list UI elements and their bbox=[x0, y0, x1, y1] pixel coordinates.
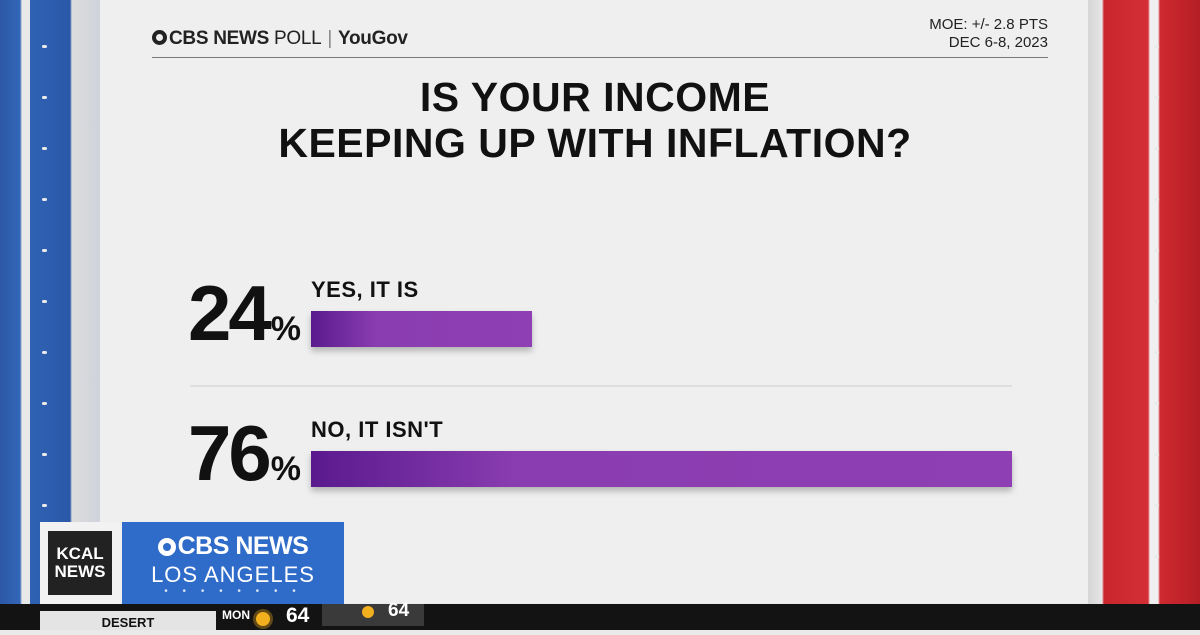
stripe-dot bbox=[1154, 198, 1159, 201]
network-line-2: LOS ANGELES bbox=[151, 562, 315, 587]
stripe-dot bbox=[1154, 555, 1159, 558]
chart-title-line-1: IS YOUR INCOME bbox=[419, 74, 771, 120]
stripe-dot bbox=[42, 300, 47, 303]
category-label: NO, IT ISN'T bbox=[311, 417, 444, 442]
stripe-dot bbox=[42, 453, 47, 456]
ticker-temp-2: 64 bbox=[388, 600, 410, 621]
network-dots: • • • • • • • • bbox=[164, 586, 302, 597]
stripe-dot bbox=[1154, 351, 1159, 354]
brand-separator: | bbox=[327, 28, 333, 49]
value-number: 24 bbox=[188, 269, 272, 357]
brand-cbs: CBS NEWS bbox=[169, 28, 269, 49]
stripe-dot bbox=[1154, 300, 1159, 303]
poll-panel bbox=[100, 0, 1088, 603]
poll-meta: MOE: +/- 2.8 PTS DEC 6-8, 2023 bbox=[929, 16, 1048, 52]
stripe-dot bbox=[42, 402, 47, 405]
sun-icon bbox=[256, 612, 270, 626]
right-decorative-stripes bbox=[1088, 0, 1200, 630]
stripe-dot bbox=[42, 504, 47, 507]
cbs-eye-icon bbox=[152, 30, 167, 45]
cbs-eye-icon-white bbox=[157, 538, 176, 556]
value-number: 76 bbox=[188, 409, 272, 497]
row-divider bbox=[190, 385, 1012, 387]
value-unit: % bbox=[270, 310, 301, 348]
value-label: 76% bbox=[188, 408, 301, 499]
stripe-dot bbox=[1154, 249, 1159, 252]
stripe-dot bbox=[42, 351, 47, 354]
brand-poll: POLL bbox=[273, 28, 322, 49]
cbs-la-logo: CBS NEWS LOS ANGELES • • • • • • • • bbox=[122, 522, 344, 604]
margin-of-error: MOE: +/- 2.8 PTS bbox=[929, 16, 1048, 33]
stripe-dot bbox=[1154, 45, 1159, 48]
network-line-1: CBS NEWS bbox=[177, 532, 309, 560]
stripe-dot bbox=[42, 96, 47, 99]
header-rule bbox=[152, 57, 1048, 58]
ticker-temp: 64 bbox=[286, 604, 310, 627]
chart-title-line-2: KEEPING UP WITH INFLATION? bbox=[278, 120, 912, 166]
stripe-dot bbox=[42, 249, 47, 252]
stripe-dot bbox=[1154, 453, 1159, 456]
poll-brand: CBS NEWS POLL | YouGov bbox=[152, 28, 408, 50]
ticker-day: MON bbox=[222, 608, 250, 622]
chart-title: IS YOUR INCOME KEEPING UP WITH INFLATION… bbox=[150, 74, 1040, 166]
stripe-dot bbox=[1154, 96, 1159, 99]
stripe-dot bbox=[42, 45, 47, 48]
bar bbox=[311, 451, 1012, 487]
ticker-location: DESERT bbox=[40, 611, 216, 630]
value-label: 24% bbox=[188, 268, 301, 359]
stripe-dot bbox=[42, 147, 47, 150]
poll-dates: DEC 6-8, 2023 bbox=[948, 34, 1048, 51]
brand-yougov: YouGov bbox=[338, 28, 408, 49]
kcal-logo: KCAL NEWS bbox=[40, 522, 120, 604]
category-label: YES, IT IS bbox=[311, 277, 419, 302]
kcal-logo-line-1: KCAL bbox=[56, 544, 104, 563]
sun-icon-2 bbox=[362, 606, 374, 618]
stripe-dot bbox=[1154, 147, 1159, 150]
value-unit: % bbox=[270, 450, 301, 488]
stripe-dot bbox=[1154, 504, 1159, 507]
bar bbox=[311, 311, 532, 347]
stripe-dot bbox=[1154, 402, 1159, 405]
stripe-dot bbox=[42, 198, 47, 201]
kcal-logo-line-2: NEWS bbox=[54, 562, 106, 581]
